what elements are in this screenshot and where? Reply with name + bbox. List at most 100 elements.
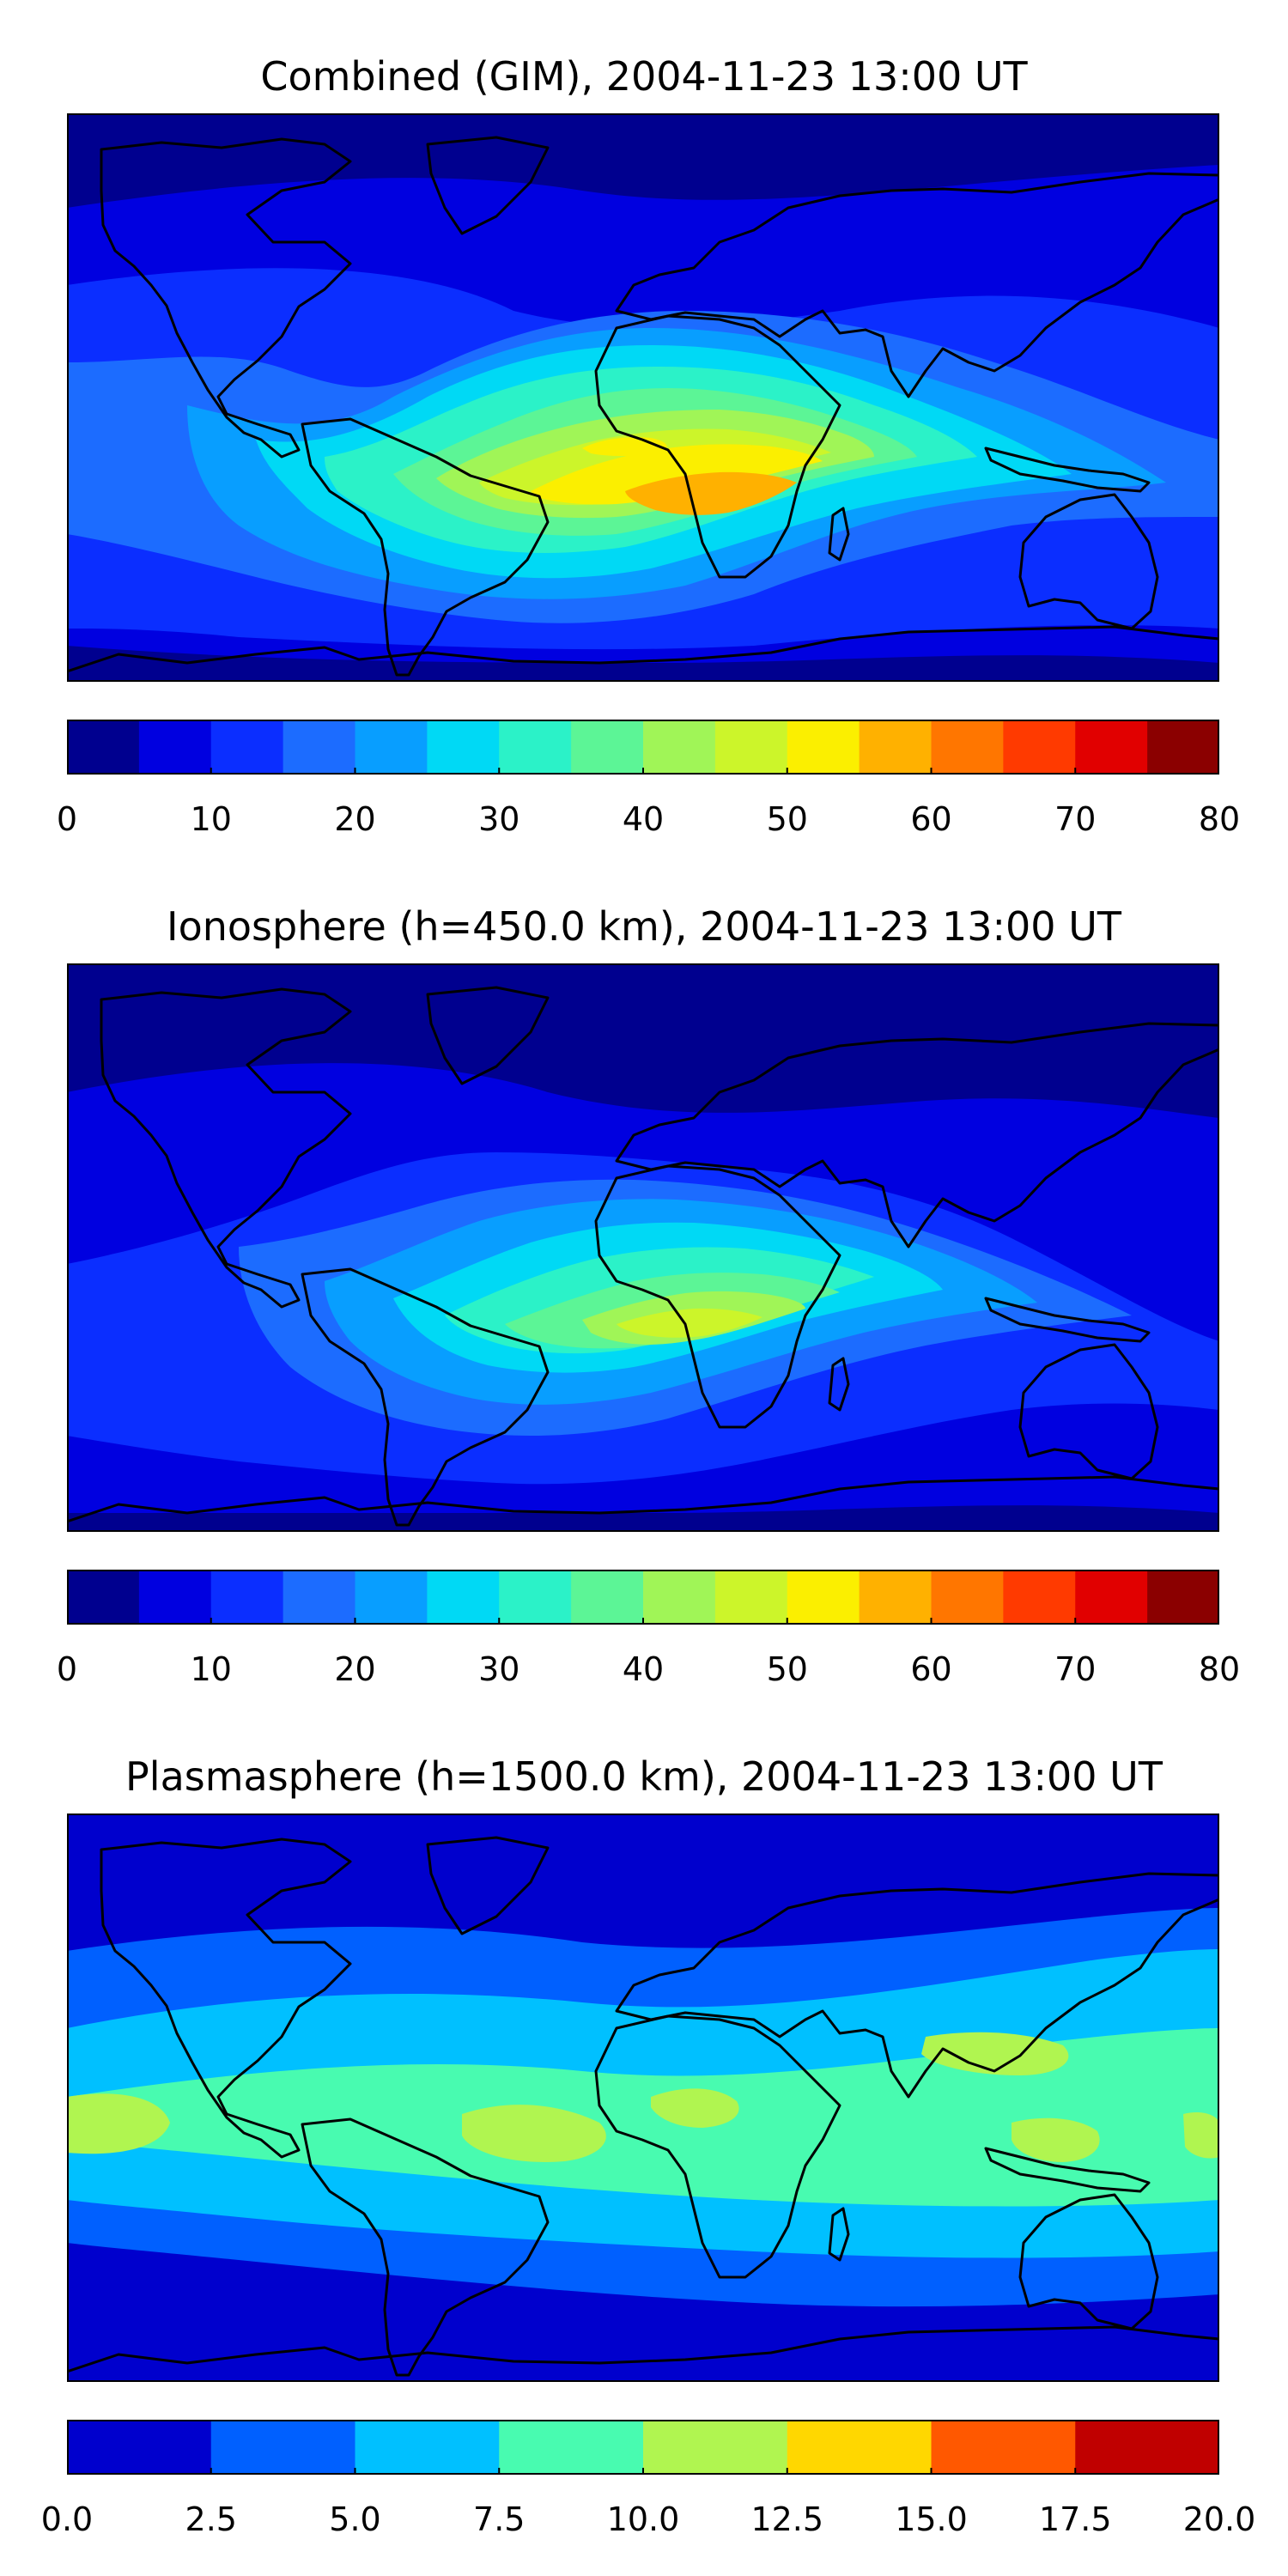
- colorbar-tick-label: 10: [190, 1650, 232, 1688]
- colorbar-segment-3: [283, 1570, 356, 1625]
- colorbar-tick-label: 20: [334, 800, 376, 838]
- colorbar-segment-4: [355, 1570, 428, 1625]
- colorbar-segment-6: [499, 720, 572, 775]
- colorbar-tick-label: 15.0: [895, 2500, 968, 2538]
- colorbar-segment-1: [210, 2420, 356, 2475]
- colorbar-segment-0: [67, 2420, 212, 2475]
- coastline-north-america: [100, 137, 352, 459]
- colorbar-segment-6: [931, 2420, 1076, 2475]
- colorbar-segment-6: [499, 1570, 572, 1625]
- contour-band-level-10: [531, 437, 823, 505]
- colorbar-tick-label: 0.0: [40, 2500, 94, 2538]
- colorbar-tick-label: 10.0: [606, 2500, 680, 2538]
- contour-band-level-11: [625, 471, 797, 515]
- coastline-madagascar: [828, 2207, 850, 2262]
- colorbar-segment-15: [1147, 720, 1219, 775]
- panel-3-colorbar: [67, 2420, 1219, 2475]
- colorbar-segment-14: [1075, 1570, 1148, 1625]
- colorbar-segment-2: [210, 720, 284, 775]
- colorbar-tick-label: 50: [766, 800, 808, 838]
- coastline-eurasia: [615, 1022, 1219, 1249]
- coastline-north-america: [100, 1838, 352, 2159]
- panel-2-map: [67, 963, 1219, 1532]
- colorbar-segment-1: [138, 720, 212, 775]
- colorbar-tick-label: 40: [622, 800, 665, 838]
- coastline-greenland: [426, 986, 550, 1085]
- colorbar-tick-label: 5.0: [329, 2500, 381, 2538]
- map-frame: [67, 963, 1219, 1532]
- coastline-antarctica: [67, 1475, 1219, 1532]
- colorbar-segment-2: [355, 2420, 500, 2475]
- panel-1-title: Combined (GIM), 2004-11-23 13:00 UT: [260, 53, 1028, 100]
- coastline-greenland: [426, 136, 550, 235]
- colorbar-segment-7: [1075, 2420, 1219, 2475]
- colorbar-segment-5: [427, 720, 500, 775]
- colorbar-segment-12: [931, 720, 1004, 775]
- contour-band-level-3: [67, 2028, 1219, 2207]
- colorbar-segment-14: [1075, 720, 1148, 775]
- colorbar-segment-10: [787, 1570, 860, 1625]
- colorbar-segment-11: [859, 1570, 933, 1625]
- coastline-madagascar: [828, 1357, 850, 1412]
- colorbar-tick-label: 2.5: [185, 2500, 237, 2538]
- coastline-africa: [594, 2014, 841, 2279]
- colorbar-segment-8: [643, 720, 716, 775]
- colorbar-segment-7: [571, 1570, 644, 1625]
- panel-3-map: [67, 1814, 1219, 2382]
- colorbar-tick-label: 20: [334, 1650, 376, 1688]
- colorbar-segment-0: [67, 1570, 140, 1625]
- panel-3-title: Plasmasphere (h=1500.0 km), 2004-11-23 1…: [125, 1753, 1163, 1800]
- coastline-eurasia: [615, 172, 1219, 398]
- panel-2-title: Ionosphere (h=450.0 km), 2004-11-23 13:0…: [167, 903, 1121, 950]
- colorbar-tick-label: 30: [478, 800, 520, 838]
- colorbar-segment-5: [427, 1570, 500, 1625]
- coastline-indonesia: [984, 2147, 1151, 2193]
- colorbar-tick-label: 50: [766, 1650, 808, 1688]
- colorbar-segment-9: [714, 1570, 788, 1625]
- panel-2-colorbar-ticks: 0 10 20 30 40 50 60 70 80: [0, 1650, 1288, 1702]
- map-frame: [67, 113, 1219, 682]
- colorbar-tick-label: 70: [1054, 1650, 1097, 1688]
- colorbar-tick-label: 7.5: [473, 2500, 526, 2538]
- colorbar-tick-label: 30: [478, 1650, 520, 1688]
- colorbar-segment-3: [283, 720, 356, 775]
- colorbar-segment-2: [210, 1570, 284, 1625]
- coastline-eurasia: [615, 1872, 1219, 2099]
- colorbar-tick-label: 0: [56, 1650, 78, 1688]
- coastline-madagascar: [828, 507, 850, 562]
- colorbar-tick-label: 10: [190, 800, 232, 838]
- coastline-antarctica: [67, 625, 1219, 682]
- colorbar-tick-label: 0: [56, 800, 78, 838]
- colorbar-segment-4: [643, 2420, 788, 2475]
- coastline-indonesia: [984, 447, 1151, 493]
- coastline-south-america: [301, 2117, 550, 2377]
- panel-1-map: [67, 113, 1219, 682]
- colorbar-segment-1: [138, 1570, 212, 1625]
- colorbar-segment-4: [355, 720, 428, 775]
- colorbar-segment-9: [714, 720, 788, 775]
- colorbar-segment-5: [787, 2420, 933, 2475]
- colorbar-tick-label: 40: [622, 1650, 665, 1688]
- colorbar-tick-label: 60: [910, 800, 952, 838]
- colorbar-tick-label: 80: [1198, 800, 1241, 838]
- coastline-south-america: [301, 1267, 550, 1527]
- coastline-greenland: [426, 1836, 550, 1935]
- coastline-north-america: [100, 987, 352, 1309]
- coastline-antarctica: [67, 2325, 1219, 2382]
- colorbar-segment-12: [931, 1570, 1004, 1625]
- contour-band-level-9: [617, 1308, 762, 1338]
- colorbar-segment-10: [787, 720, 860, 775]
- colorbar-tick-label: 60: [910, 1650, 952, 1688]
- colorbar-tick-label: 80: [1198, 1650, 1241, 1688]
- coastline-south-america: [301, 417, 550, 677]
- colorbar-segment-0: [67, 720, 140, 775]
- colorbar-tick-label: 17.5: [1038, 2500, 1112, 2538]
- panel-1-colorbar: [67, 720, 1219, 775]
- colorbar-segment-11: [859, 720, 933, 775]
- coastline-africa: [594, 314, 841, 579]
- colorbar-segment-3: [499, 2420, 644, 2475]
- panel-3-colorbar-ticks: 0.0 2.5 5.0 7.5 10.0 12.5 15.0 17.5 20.0: [0, 2500, 1288, 2552]
- colorbar-segment-8: [643, 1570, 716, 1625]
- colorbar-segment-13: [1003, 720, 1076, 775]
- colorbar-segment-7: [571, 720, 644, 775]
